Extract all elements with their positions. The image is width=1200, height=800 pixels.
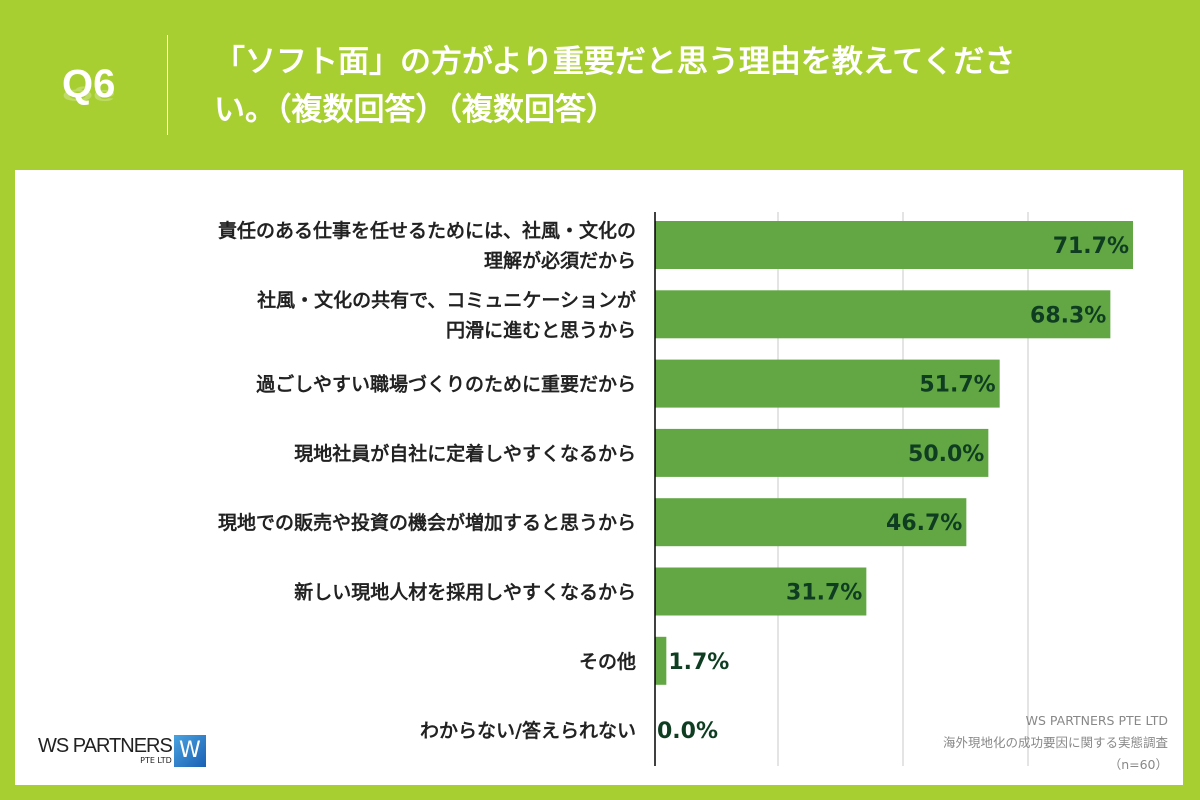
category-label: 新しい現地人材を採用しやすくなるから <box>294 581 636 604</box>
data-label: 68.3% <box>1030 303 1106 328</box>
bar <box>655 221 1134 269</box>
category-label: 過ごしやすい職場づくりのために重要だから <box>256 373 636 396</box>
question-number: Q6 <box>62 62 116 106</box>
chart-panel <box>15 170 1183 785</box>
data-label: 50.0% <box>908 442 984 467</box>
category-label: 理解が必須だから <box>484 249 636 272</box>
footer-note: WS PARTNERS PTE LTD 海外現地化の成功要因に関する実態調査 （… <box>943 710 1168 776</box>
bar <box>655 428 989 477</box>
bar <box>655 567 867 616</box>
category-label: わからない/答えられない <box>420 719 636 742</box>
category-label: 現地での販売や投資の機会が増加すると思うから <box>218 511 636 534</box>
data-label: 1.7% <box>668 650 729 675</box>
category-label: 社風・文化の共有で、コミュニケーションが <box>256 288 636 311</box>
footer-company: WS PARTNERS PTE LTD <box>1025 713 1168 728</box>
logo-subtext: PTE LTD <box>140 756 172 765</box>
footer-sample-size: （n=60） <box>1108 757 1168 772</box>
data-label: 46.7% <box>886 511 962 536</box>
footer-survey: 海外現地化の成功要因に関する実態調査 <box>942 735 1168 750</box>
category-label: 現地社員が自社に定着しやすくなるから <box>294 442 636 465</box>
data-label: 0.0% <box>657 719 718 744</box>
logo: WS PARTNERS PTE LTD W <box>38 735 206 767</box>
bar <box>655 636 667 685</box>
logo-w-icon: W <box>173 735 206 767</box>
category-label: その他 <box>579 650 636 673</box>
data-label: 71.7% <box>1053 234 1129 259</box>
logo-text: WS PARTNERS <box>38 735 173 757</box>
bar <box>655 359 1000 408</box>
bar <box>655 498 967 547</box>
category-label: 責任のある仕事を任せるためには、社風・文化の <box>218 219 636 242</box>
header-divider <box>167 35 168 135</box>
data-label: 31.7% <box>786 581 862 606</box>
bar <box>655 290 1111 339</box>
category-label: 円滑に進むと思うから <box>446 319 636 341</box>
data-label: 51.7% <box>919 373 995 398</box>
page-title: 「ソフト面」の方がより重要だと思う理由を教えてください。（複数回答）（複数回答） <box>214 44 1016 128</box>
